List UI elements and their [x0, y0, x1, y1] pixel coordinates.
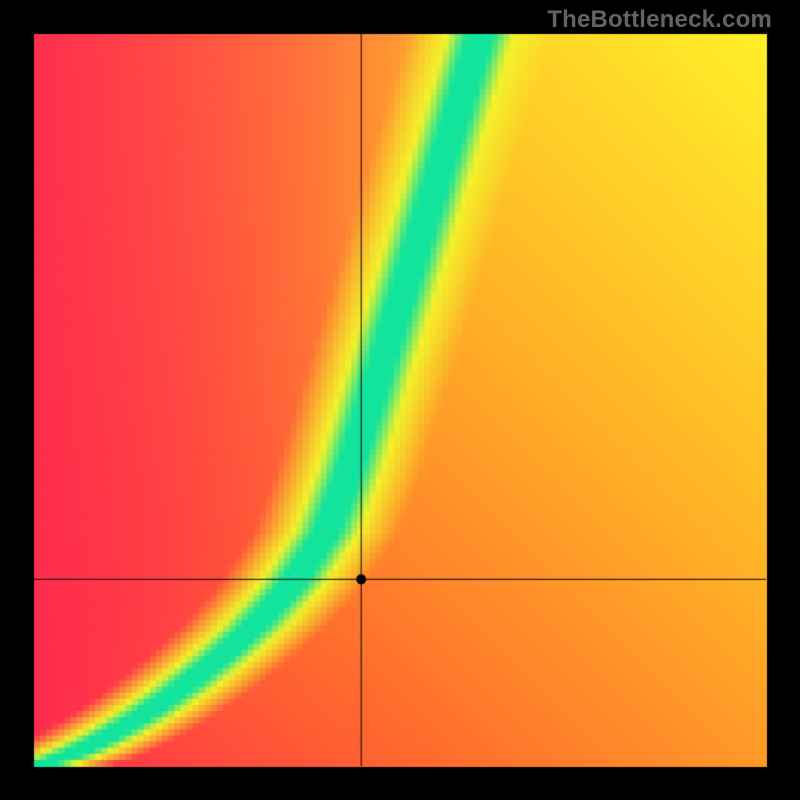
watermark-label: TheBottleneck.com [547, 6, 772, 34]
bottleneck-heatmap [0, 0, 800, 800]
